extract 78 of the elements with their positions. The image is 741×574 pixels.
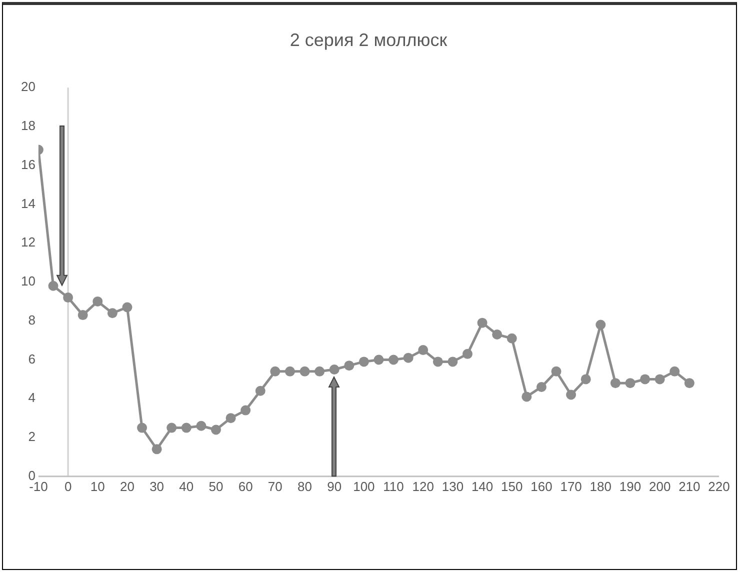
point [152, 444, 162, 454]
x-tick-label: 120 [412, 478, 434, 494]
x-tick-label: 30 [150, 478, 164, 494]
point [670, 366, 680, 376]
point [462, 348, 472, 359]
point [107, 308, 118, 318]
point [314, 366, 325, 376]
point [506, 333, 517, 344]
y-tick-label: 14 [20, 196, 36, 211]
y-tick-label: 4 [28, 390, 36, 406]
point [48, 280, 58, 291]
point [388, 354, 399, 365]
point [448, 356, 458, 367]
x-tick-label: 170 [560, 478, 582, 494]
x-tick-label: 200 [648, 478, 671, 494]
point [196, 420, 206, 431]
point [477, 318, 488, 328]
y-tick-label: 20 [20, 79, 36, 94]
x-tick-label: 150 [501, 478, 523, 494]
point [92, 296, 103, 306]
x-tick-label: 160 [530, 478, 552, 494]
point [492, 329, 502, 340]
point [403, 352, 414, 363]
point [358, 356, 369, 367]
point [566, 390, 576, 400]
chart-title: 2 серия 2 моллюск [290, 30, 448, 50]
point [284, 366, 295, 376]
x-tick-label: 140 [471, 478, 494, 494]
point [122, 302, 132, 312]
x-tick-label: 10 [90, 478, 105, 494]
point [640, 374, 650, 384]
x-tick-label: 60 [238, 478, 253, 494]
y-tick-label: 8 [28, 312, 36, 328]
x-tick-label: 110 [383, 478, 404, 494]
point [329, 364, 340, 374]
point [684, 378, 694, 388]
x-tick-label: 20 [120, 478, 134, 494]
x-tick-label: 80 [298, 478, 312, 494]
point [374, 354, 384, 365]
point [240, 405, 251, 416]
x-tick-label: 180 [590, 478, 612, 494]
x-tick-label: 130 [442, 478, 464, 494]
x-tick-label: 210 [678, 478, 700, 494]
point [610, 378, 620, 388]
x-tick-label: 70 [268, 478, 282, 494]
point [432, 356, 443, 367]
point [63, 292, 74, 303]
point [580, 374, 591, 384]
point [625, 378, 636, 388]
x-tick-label: 0 [64, 478, 72, 494]
y-tick-label: 16 [20, 156, 36, 172]
x-tick-label: 50 [208, 478, 224, 494]
point [536, 382, 546, 392]
point [270, 366, 280, 376]
point [181, 422, 192, 433]
y-tick-label: 2 [28, 429, 36, 444]
y-tick-label: 10 [20, 274, 36, 289]
point [551, 366, 562, 376]
y-tick-label: 6 [28, 351, 36, 366]
point [78, 310, 88, 320]
point [166, 422, 177, 433]
x-tick-label: 90 [327, 478, 342, 494]
point [344, 360, 354, 371]
point [418, 345, 428, 356]
point [210, 424, 221, 435]
point [522, 392, 532, 402]
point [255, 386, 266, 396]
x-tick-label: 40 [179, 478, 194, 494]
y-tick-label: 18 [20, 118, 36, 134]
point [226, 413, 236, 424]
x-tick-label: 190 [619, 478, 642, 494]
point [137, 422, 148, 433]
point [596, 320, 606, 330]
point [300, 366, 310, 376]
point [654, 374, 665, 384]
x-tick-label: 220 [708, 478, 730, 494]
x-tick-label: 100 [353, 478, 375, 494]
y-tick-label: 12 [20, 234, 36, 250]
